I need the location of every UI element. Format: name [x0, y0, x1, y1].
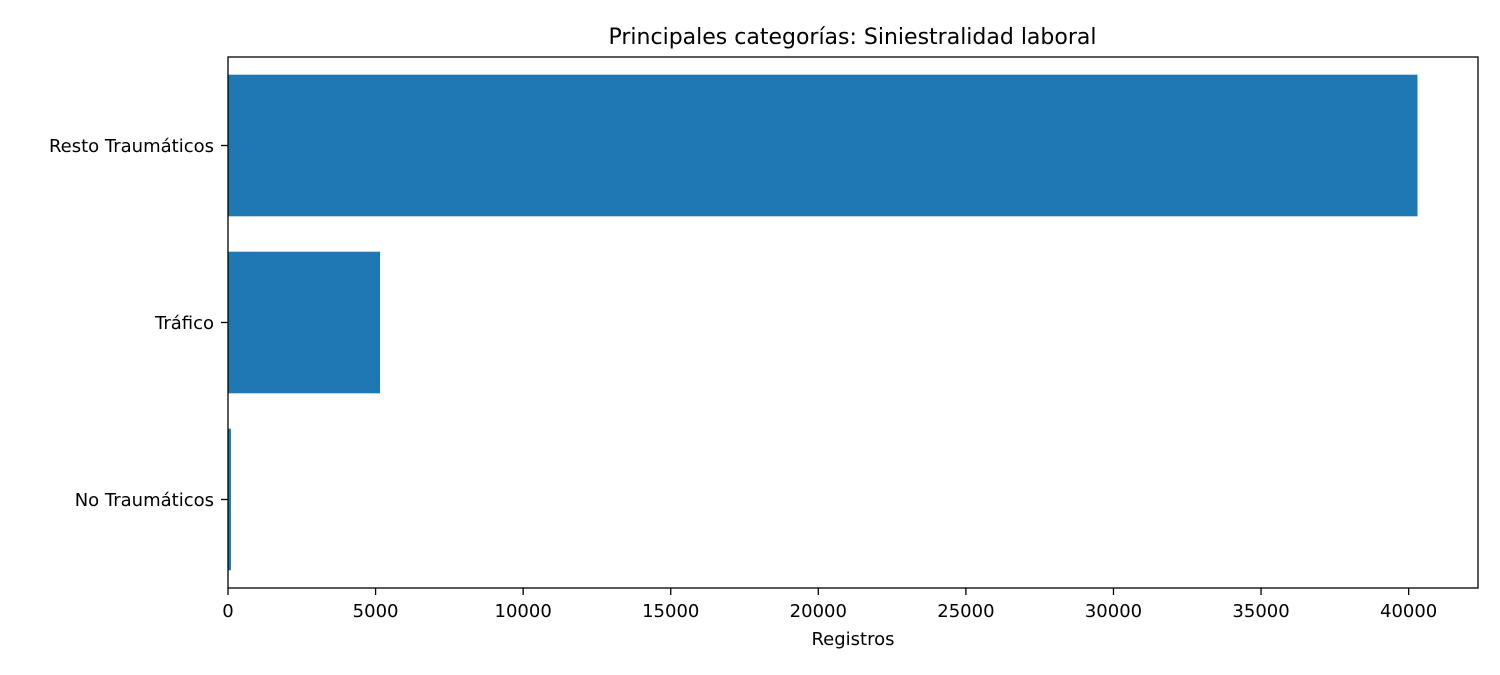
x-tick-label-20000: 20000 — [790, 601, 847, 622]
x-tick-label-5000: 5000 — [353, 601, 399, 622]
plot-frame — [227, 56, 1479, 589]
chart-title: Principales categorías: Siniestralidad l… — [609, 25, 1097, 50]
x-tick-label-30000: 30000 — [1085, 601, 1142, 622]
y-tick-label-no-traumaticos: No Traumáticos — [75, 490, 214, 511]
y-tick-label-resto-traumaticos: Resto Traumáticos — [49, 136, 214, 157]
bar-resto-traumaticos — [228, 74, 1418, 217]
x-tick-label-25000: 25000 — [937, 601, 994, 622]
x-tick-label-10000: 10000 — [495, 601, 552, 622]
x-tick-label-0: 0 — [222, 601, 233, 622]
x-axis-label: Registros — [811, 629, 894, 650]
ticks-layer: Resto Traumáticos Tráfico No Traumáticos 0 5… — [49, 136, 1437, 622]
x-tick-label-35000: 35000 — [1232, 601, 1289, 622]
y-tick-label-trafico: Tráfico — [154, 313, 214, 334]
x-tick-label-40000: 40000 — [1380, 601, 1437, 622]
x-tick-label-15000: 15000 — [642, 601, 699, 622]
bars-layer — [228, 74, 1418, 571]
bar-no-traumaticos — [228, 428, 231, 571]
bar-trafico — [228, 251, 381, 394]
